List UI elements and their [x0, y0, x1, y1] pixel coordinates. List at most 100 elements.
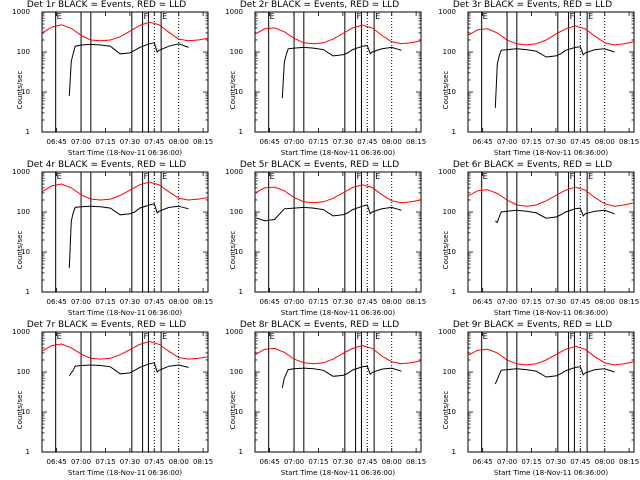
- x-tick-label: 08:00: [168, 298, 189, 306]
- interval-marker-label: E: [162, 172, 167, 181]
- x-tick-label: 07:45: [144, 298, 165, 306]
- y-tick-label: 1: [451, 288, 456, 296]
- x-tick-label: 07:45: [144, 458, 165, 466]
- detector-panel: E F E Det 6r BLACK = Events, RED = LLD Count…: [426, 160, 639, 320]
- plot-frame: [41, 11, 209, 133]
- lld-series-line: [41, 181, 209, 201]
- x-tick-label: 07:45: [570, 138, 591, 146]
- y-tick-label: 1000: [225, 8, 243, 16]
- lld-series-line: [254, 184, 422, 204]
- y-tick-label: 1: [451, 448, 456, 456]
- x-tick-label: 08:00: [168, 138, 189, 146]
- plot-frame: [254, 171, 422, 293]
- panel-title: Det 1r BLACK = Events, RED = LLD: [26, 0, 187, 10]
- events-series-line: [68, 203, 189, 268]
- x-tick-label: 07:00: [283, 138, 305, 146]
- x-tick-label: 07:00: [496, 138, 518, 146]
- interval-marker-label: E: [588, 332, 593, 341]
- detector-panel: E F E Det 8r BLACK = Events, RED = LLD Count…: [213, 320, 426, 480]
- x-tick-label: 06:45: [46, 138, 67, 146]
- x-tick-label: 07:30: [119, 298, 140, 306]
- y-tick-label: 100: [229, 208, 243, 216]
- x-tick-label: 08:15: [406, 138, 427, 146]
- y-tick-label: 1: [451, 128, 456, 136]
- events-series-line: [68, 42, 189, 96]
- x-tick-label: 06:45: [259, 298, 280, 306]
- x-tick-label: 08:00: [381, 458, 402, 466]
- x-axis-label: Start Time (18-Nov-11 06:36:00): [280, 309, 396, 317]
- x-tick-label: 07:30: [332, 138, 353, 146]
- interval-marker-label: E: [270, 332, 275, 341]
- x-tick-label: 06:45: [46, 298, 67, 306]
- events-series-line: [281, 365, 402, 389]
- y-tick-label: 1: [25, 448, 30, 456]
- x-tick-label: 08:15: [193, 458, 214, 466]
- interval-marker-label: F: [357, 332, 362, 341]
- panel-title: Det 3r BLACK = Events, RED = LLD: [452, 0, 613, 10]
- events-series-line: [494, 46, 615, 108]
- lld-series-line: [254, 24, 422, 45]
- x-tick-label: 07:15: [308, 138, 329, 146]
- interval-marker-label: E: [588, 12, 593, 21]
- x-tick-label: 07:30: [545, 138, 566, 146]
- x-tick-label: 08:00: [594, 298, 615, 306]
- detector-panel: E F E Det 3r BLACK = Events, RED = LLD Count…: [426, 0, 639, 160]
- interval-marker-label: F: [570, 172, 575, 181]
- x-tick-label: 08:15: [619, 138, 640, 146]
- interval-marker-label: E: [375, 12, 380, 21]
- interval-marker-label: F: [144, 172, 149, 181]
- x-tick-label: 08:15: [193, 138, 214, 146]
- x-tick-label: 06:45: [259, 458, 280, 466]
- events-series-line: [68, 362, 189, 377]
- x-tick-label: 07:00: [496, 298, 518, 306]
- events-series-line: [494, 366, 615, 385]
- x-tick-label: 07:30: [545, 298, 566, 306]
- y-tick-label: 100: [16, 368, 30, 376]
- y-tick-label: 1: [25, 128, 30, 136]
- panel-title: Det 8r BLACK = Events, RED = LLD: [239, 320, 400, 330]
- x-tick-label: 07:45: [570, 458, 591, 466]
- plot-frame: [467, 11, 635, 133]
- x-tick-label: 08:00: [594, 138, 615, 146]
- interval-marker-label: E: [483, 172, 488, 181]
- x-tick-label: 06:45: [472, 298, 493, 306]
- y-tick-label: 10: [447, 88, 456, 96]
- y-tick-label: 100: [16, 48, 30, 56]
- y-tick-label: 1000: [438, 8, 456, 16]
- lld-series-line: [41, 340, 209, 360]
- x-tick-label: 07:15: [521, 138, 542, 146]
- panel-title: Det 5r BLACK = Events, RED = LLD: [239, 160, 400, 170]
- x-tick-label: 07:30: [119, 138, 140, 146]
- panel-title: Det 4r BLACK = Events, RED = LLD: [26, 160, 187, 170]
- x-tick-label: 08:15: [193, 298, 214, 306]
- interval-marker-label: E: [57, 12, 62, 21]
- lld-series-line: [254, 344, 422, 365]
- interval-marker-label: F: [357, 172, 362, 181]
- x-tick-label: 07:15: [95, 458, 116, 466]
- y-tick-label: 100: [442, 368, 456, 376]
- x-tick-label: 08:15: [406, 298, 427, 306]
- x-tick-label: 06:45: [472, 458, 493, 466]
- interval-marker-label: E: [162, 12, 167, 21]
- x-tick-label: 07:45: [357, 298, 378, 306]
- x-axis-label: Start Time (18-Nov-11 06:36:00): [67, 149, 183, 157]
- y-tick-label: 1: [238, 288, 243, 296]
- x-tick-label: 07:30: [119, 458, 140, 466]
- x-tick-label: 07:30: [545, 458, 566, 466]
- interval-marker-label: E: [270, 172, 275, 181]
- y-tick-label: 100: [442, 48, 456, 56]
- x-axis-label: Start Time (18-Nov-11 06:36:00): [280, 469, 396, 477]
- detector-panel: E F E Det 1r BLACK = Events, RED = LLD Count…: [0, 0, 213, 160]
- y-tick-label: 10: [234, 248, 243, 256]
- plot-frame: [41, 171, 209, 293]
- y-tick-label: 10: [234, 408, 243, 416]
- y-tick-label: 1000: [12, 168, 30, 176]
- x-tick-label: 07:00: [283, 298, 305, 306]
- plot-frame: [254, 11, 422, 133]
- x-tick-label: 07:45: [357, 458, 378, 466]
